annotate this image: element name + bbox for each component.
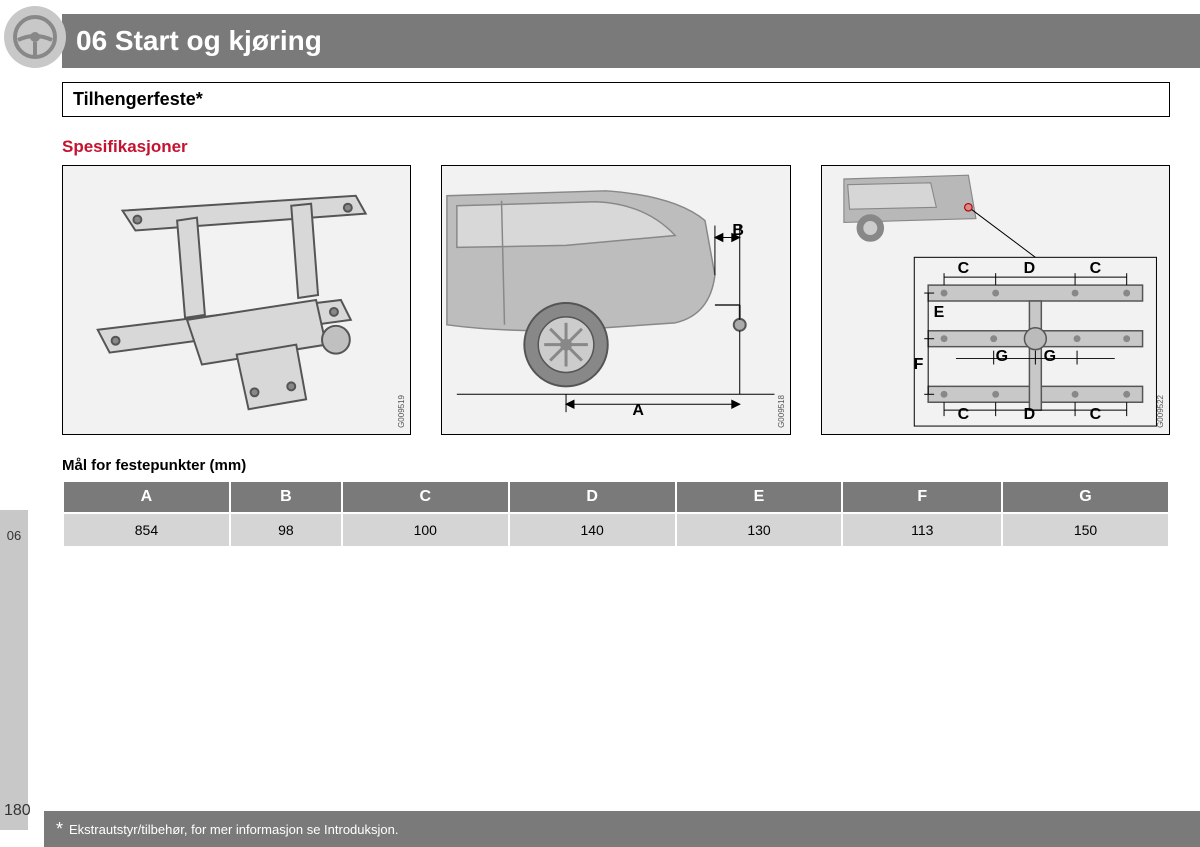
figure-towbar-assembly: G009519 bbox=[62, 165, 411, 435]
figure-side-dimensions: A B G009518 bbox=[441, 165, 790, 435]
dim-label-C-tr: C bbox=[1090, 260, 1102, 278]
figures-row: G009519 bbox=[62, 165, 1170, 435]
footer-asterisk: * bbox=[56, 819, 63, 840]
figure-id-2: G009518 bbox=[777, 395, 786, 428]
side-tab-label: 06 bbox=[0, 528, 28, 543]
table-row: 854 98 100 140 130 113 150 bbox=[64, 514, 1168, 546]
col-C: C bbox=[343, 482, 508, 512]
dim-label-G-l: G bbox=[996, 348, 1008, 366]
page-content: Tilhengerfeste* Spesifikasjoner bbox=[62, 82, 1170, 548]
figure-id-3: G009522 bbox=[1156, 395, 1165, 428]
footer-bar: * Ekstrautstyr/tilbehør, for mer informa… bbox=[44, 811, 1200, 847]
side-tab: 06 180 bbox=[0, 510, 28, 830]
dim-label-E: E bbox=[934, 304, 945, 322]
chapter-header: 06 Start og kjøring bbox=[62, 14, 1200, 68]
dim-label-B: B bbox=[732, 222, 744, 240]
dim-label-C-bl: C bbox=[958, 406, 970, 424]
col-G: G bbox=[1003, 482, 1168, 512]
cell-F: 113 bbox=[843, 514, 1001, 546]
table-header-row: A B C D E F G bbox=[64, 482, 1168, 512]
cell-E: 130 bbox=[677, 514, 842, 546]
footer-text: Ekstrautstyr/tilbehør, for mer informasj… bbox=[69, 822, 398, 837]
figure-id-1: G009519 bbox=[397, 395, 406, 428]
spec-heading: Spesifikasjoner bbox=[62, 137, 1170, 157]
cell-A: 854 bbox=[64, 514, 229, 546]
dim-label-F: F bbox=[914, 356, 924, 374]
cell-B: 98 bbox=[231, 514, 341, 546]
page-number: 180 bbox=[4, 802, 31, 820]
col-E: E bbox=[677, 482, 842, 512]
dim-label-G-r: G bbox=[1044, 348, 1056, 366]
col-D: D bbox=[510, 482, 675, 512]
dim-label-D-t: D bbox=[1024, 260, 1036, 278]
col-A: A bbox=[64, 482, 229, 512]
steering-wheel-icon bbox=[4, 6, 66, 68]
dim-label-D-b: D bbox=[1024, 406, 1036, 424]
dim-label-C-tl: C bbox=[958, 260, 970, 278]
cell-G: 150 bbox=[1003, 514, 1168, 546]
col-F: F bbox=[843, 482, 1001, 512]
chapter-title: 06 Start og kjøring bbox=[76, 25, 322, 57]
section-subtitle: Tilhengerfeste* bbox=[73, 89, 203, 109]
cell-C: 100 bbox=[343, 514, 508, 546]
dimensions-table: A B C D E F G 854 98 100 140 130 113 150 bbox=[62, 480, 1170, 548]
cell-D: 140 bbox=[510, 514, 675, 546]
dim-label-A: A bbox=[632, 402, 644, 420]
section-subtitle-box: Tilhengerfeste* bbox=[62, 82, 1170, 117]
col-B: B bbox=[231, 482, 341, 512]
dim-label-C-br: C bbox=[1090, 406, 1102, 424]
table-title: Mål for festepunkter (mm) bbox=[62, 457, 1170, 474]
figure-mounting-points: C D C E F G G C D C G009522 bbox=[821, 165, 1170, 435]
